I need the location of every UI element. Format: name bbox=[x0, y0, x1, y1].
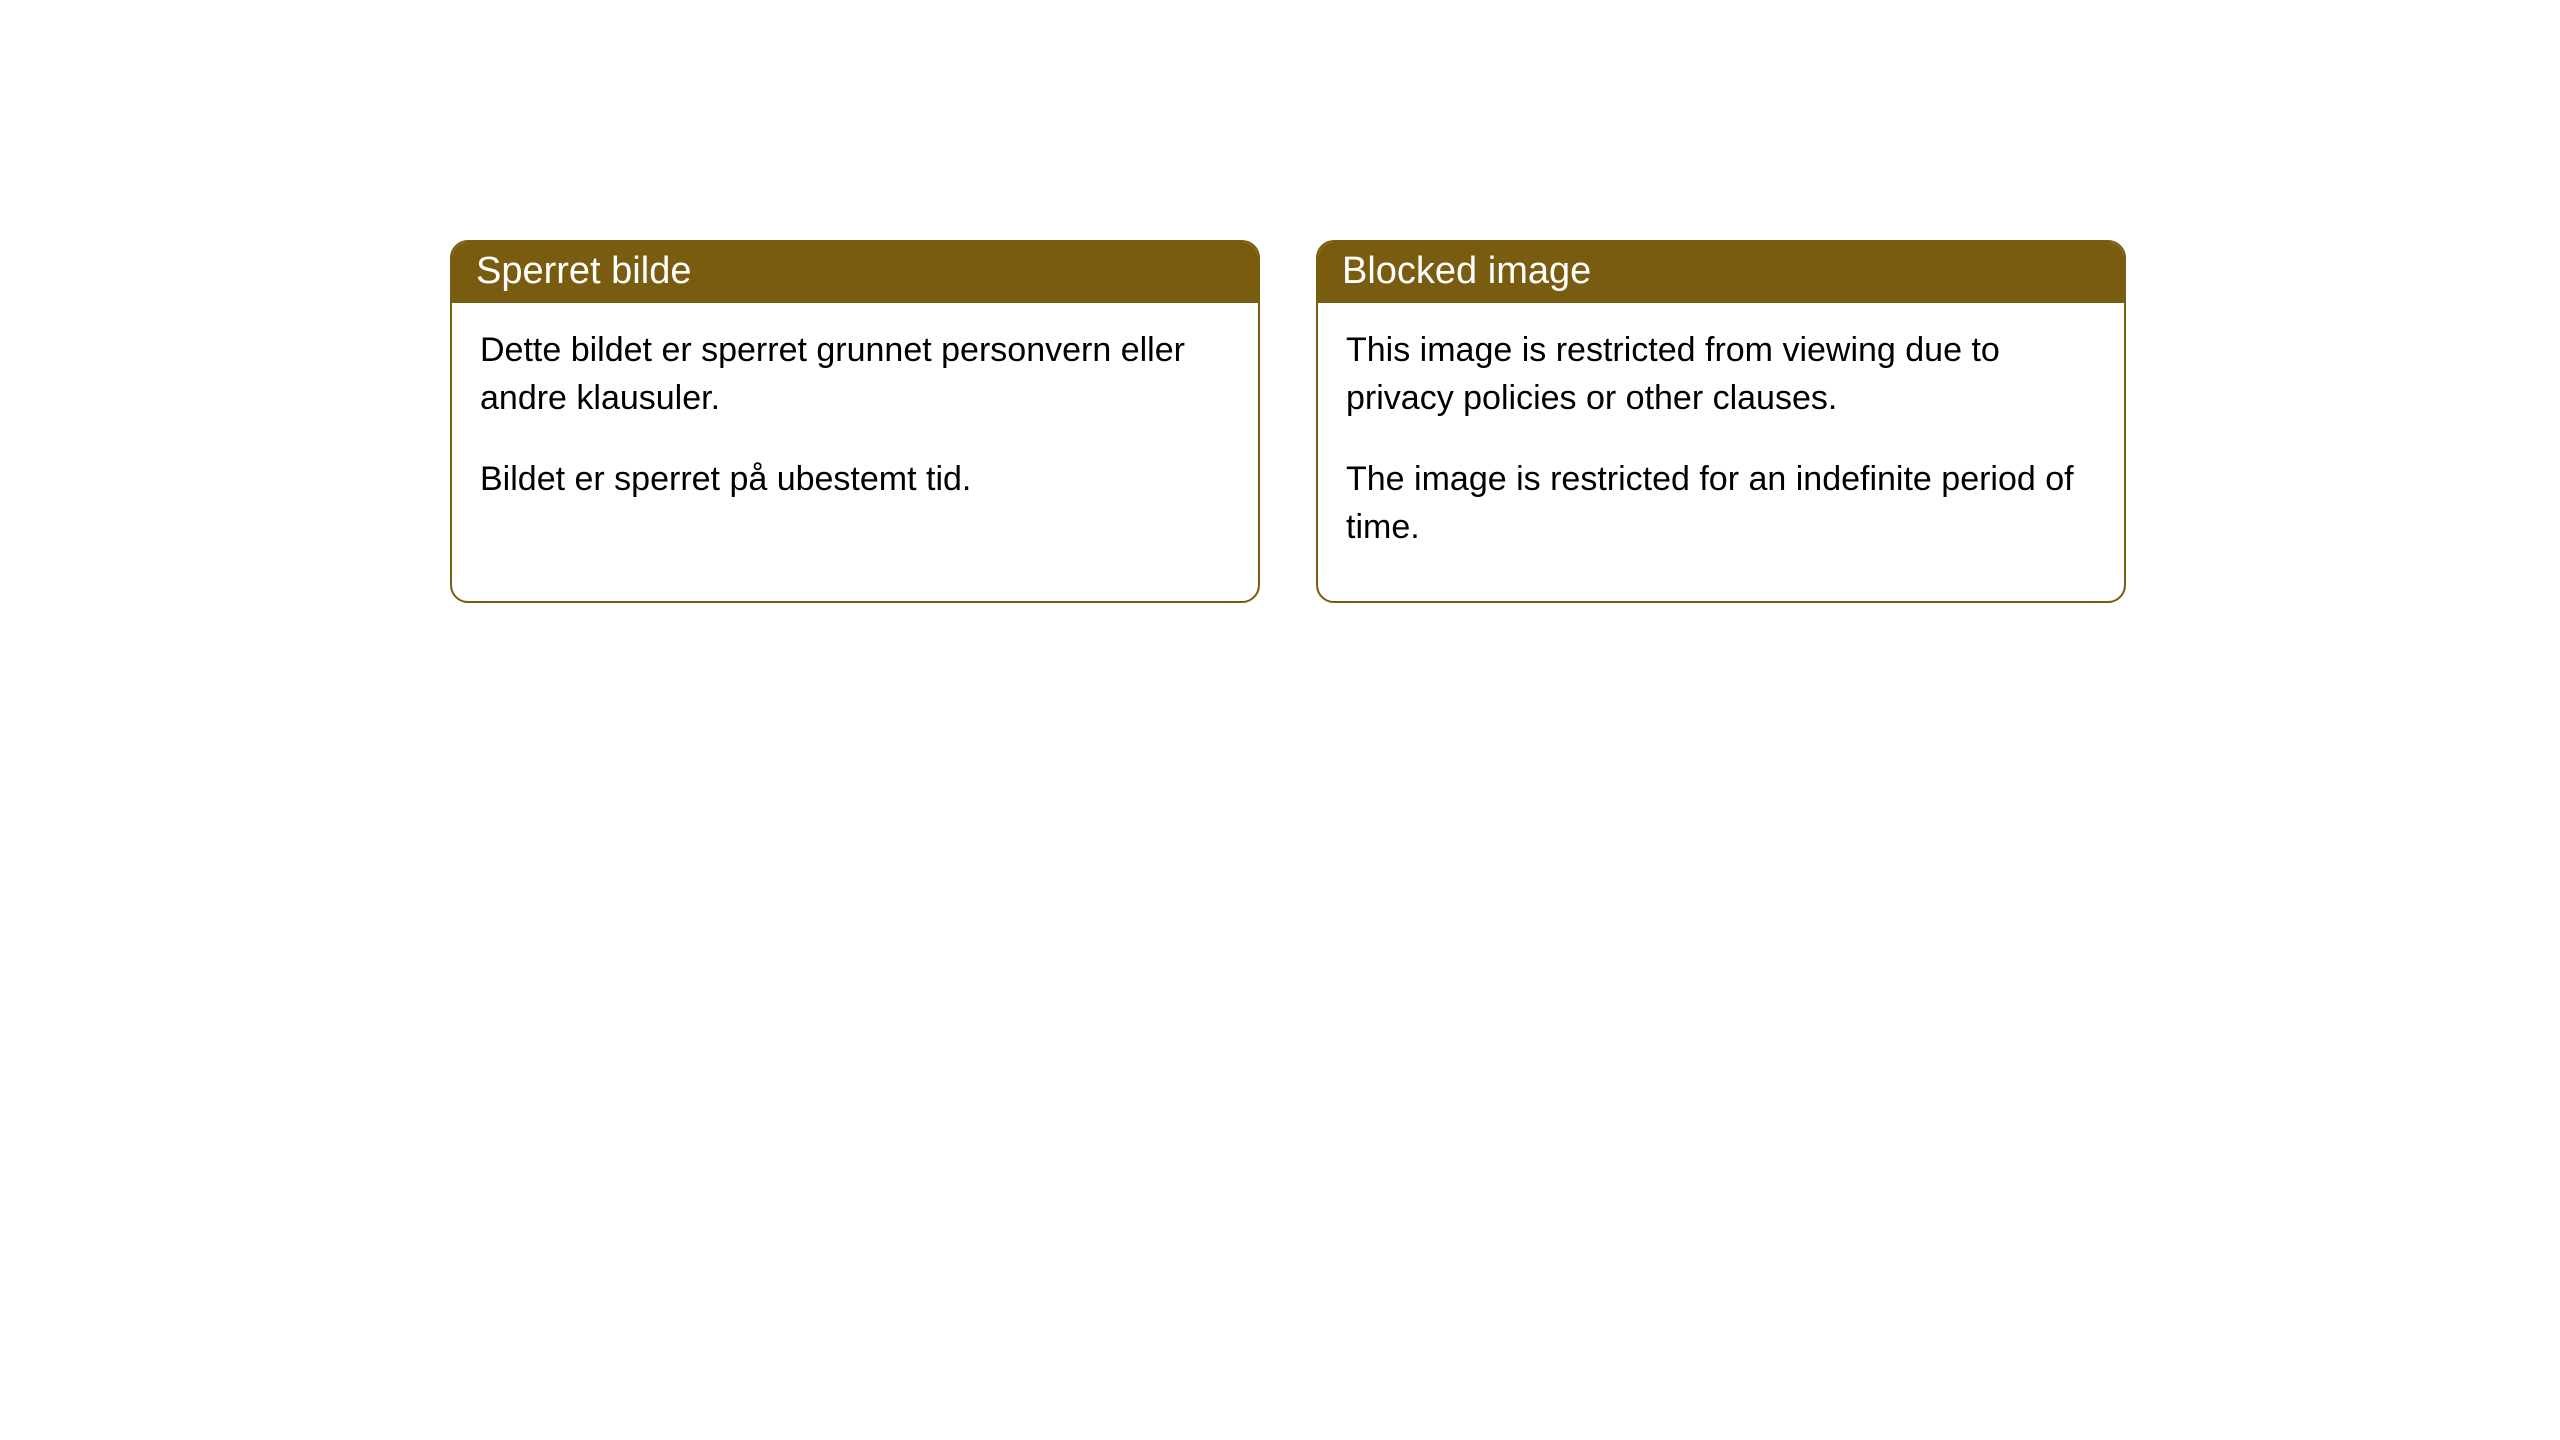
notice-card-english: Blocked image This image is restricted f… bbox=[1316, 240, 2126, 603]
card-paragraph: Dette bildet er sperret grunnet personve… bbox=[480, 327, 1230, 422]
notice-cards-container: Sperret bilde Dette bildet er sperret gr… bbox=[450, 240, 2560, 603]
card-body: Dette bildet er sperret grunnet personve… bbox=[452, 303, 1258, 554]
card-title: Blocked image bbox=[1318, 242, 2124, 303]
notice-card-norwegian: Sperret bilde Dette bildet er sperret gr… bbox=[450, 240, 1260, 603]
card-paragraph: Bildet er sperret på ubestemt tid. bbox=[480, 456, 1230, 504]
card-title: Sperret bilde bbox=[452, 242, 1258, 303]
card-paragraph: This image is restricted from viewing du… bbox=[1346, 327, 2096, 422]
card-body: This image is restricted from viewing du… bbox=[1318, 303, 2124, 601]
card-paragraph: The image is restricted for an indefinit… bbox=[1346, 456, 2096, 551]
